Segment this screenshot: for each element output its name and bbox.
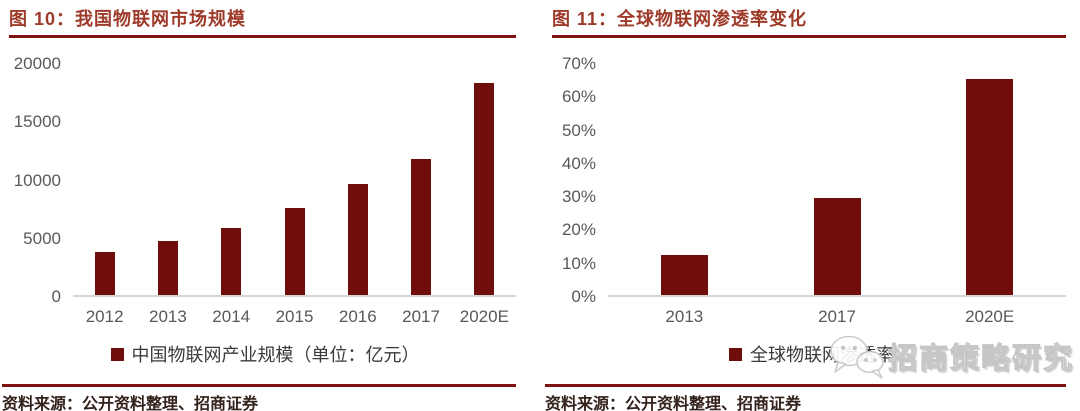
figure-11-chart: 0% 10% 20% 30% 40% 50% 60% 70% 2013 2017 2020E — [552, 54, 1066, 327]
bar-2014 — [221, 228, 242, 295]
x-axis-tick-label: 2012 — [85, 307, 124, 326]
figure-10-panel: 图 10：我国物联网市场规模 0 5000 10000 15000 20000 2012 2… — [0, 0, 530, 411]
bar-2013 — [157, 241, 178, 295]
y-axis-tick-label: 5000 — [23, 228, 61, 248]
y-axis-tick-label: 60% — [561, 87, 596, 107]
plot-area: 2012 2013 2014 2015 2016 2017 2020E — [73, 64, 516, 326]
y-axis-tick-label: 30% — [561, 187, 596, 207]
x-axis-tick-label: 2013 — [149, 307, 187, 326]
bar-2016 — [347, 183, 368, 295]
y-axis-tick-label: 10000 — [13, 170, 61, 190]
figure-10-title: 图 10：我国物联网市场规模 — [9, 5, 516, 38]
y-axis-tick-label: 10% — [561, 253, 596, 273]
legend-swatch — [110, 347, 124, 361]
legend-swatch — [729, 347, 742, 361]
figure-10-chart: 0 5000 10000 15000 20000 2012 2013 2014 2015 2016… — [9, 54, 516, 327]
y-axis-tick-label: 20% — [561, 220, 596, 240]
figure-11-source: 资料来源：公开资料整理、招商证券 — [545, 384, 1066, 411]
legend-label: 中国物联网产业规模（单位：亿元） — [131, 345, 420, 366]
x-axis-tick-label: 2016 — [338, 307, 377, 326]
bar-2020E — [474, 82, 495, 295]
bar-2015 — [284, 207, 305, 295]
x-axis-tick-label: 2014 — [212, 307, 251, 326]
x-axis-tick-label: 2017 — [818, 307, 856, 326]
plot-area: 2013 2017 2020E — [608, 64, 1066, 326]
bar-2012 — [94, 252, 115, 295]
legend-label: 全球物联网渗透率 — [750, 345, 894, 366]
y-axis-tick-label: 15000 — [13, 112, 61, 132]
x-axis-tick-label: 2017 — [402, 307, 440, 326]
y-axis-tick-label: 70% — [561, 54, 596, 73]
figure-10-legend: 中国物联网产业规模（单位：亿元） — [0, 341, 530, 367]
figure-11-panel: 图 11：全球物联网渗透率变化 0% 10% 20% 30% 40% 50% 60% 70% 2… — [543, 0, 1080, 411]
bar-2017 — [813, 198, 861, 295]
bar-2020E — [966, 78, 1014, 295]
x-axis-tick-label: 2020E — [459, 307, 509, 326]
figure-11-title: 图 11：全球物联网渗透率变化 — [552, 5, 1066, 38]
figure-11-legend: 全球物联网渗透率 — [543, 341, 1080, 367]
y-axis-tick-label: 0% — [571, 287, 596, 306]
x-axis-tick-label: 2013 — [665, 307, 704, 326]
x-axis-tick-label: 2015 — [275, 307, 314, 326]
x-axis-tick-label: 2020E — [965, 307, 1015, 326]
bar-2017 — [411, 158, 432, 295]
bar-2013 — [660, 255, 708, 295]
y-axis-tick-label: 20000 — [13, 54, 61, 73]
y-axis-tick-label: 40% — [561, 153, 596, 173]
figure-10-source: 资料来源：公开资料整理、招商证券 — [2, 384, 516, 411]
y-axis-tick-label: 0 — [51, 287, 61, 306]
y-axis-tick-label: 50% — [561, 120, 596, 140]
